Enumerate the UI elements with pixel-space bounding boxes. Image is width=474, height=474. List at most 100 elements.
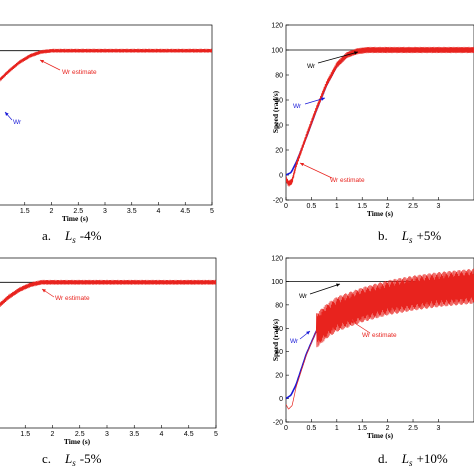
y-tick-label: 20 <box>275 148 283 155</box>
series-line-wr-estimate <box>286 268 474 410</box>
annotation-label: Wr <box>293 103 302 110</box>
y-axis-label: Speed (rad/s) <box>271 318 280 361</box>
x-tick-label: 2 <box>50 208 54 215</box>
y-tick-label: -20 <box>273 420 283 427</box>
annotation-arrow <box>317 51 359 64</box>
panel-caption: d. Ls +10% <box>378 451 448 468</box>
series-line-wr-estimate <box>0 48 212 82</box>
caption-value: +5% <box>417 228 442 243</box>
annotation-arrow <box>309 283 341 295</box>
caption-letter: b. <box>378 228 388 243</box>
x-tick-label: 2.5 <box>75 431 85 438</box>
caption-symbol: L <box>64 451 72 466</box>
annotation-label: Wr <box>307 63 316 70</box>
x-tick-label: 3.5 <box>127 208 137 215</box>
y-tick-label: 100 <box>271 48 283 55</box>
x-tick-label: 1.5 <box>357 203 367 210</box>
x-axis-label: Time (s) <box>64 437 91 446</box>
y-tick-label: 40 <box>275 123 283 130</box>
caption-letter: a. <box>42 228 51 243</box>
panel-caption: a. Ls -4% <box>42 228 102 245</box>
y-tick-label: 40 <box>275 349 283 356</box>
annotation-label: Wr <box>299 293 308 300</box>
x-tick-label: 1.5 <box>20 431 30 438</box>
plot-area <box>286 268 474 410</box>
x-tick-label: 4.5 <box>184 431 194 438</box>
x-tick-label: 2 <box>51 431 55 438</box>
x-tick-label: 0 <box>284 425 288 432</box>
x-tick-label: 5 <box>214 431 218 438</box>
annotation-arrowhead <box>350 320 354 324</box>
plot-area <box>0 279 216 308</box>
panel-caption: b. Ls +5% <box>378 228 441 245</box>
x-tick-label: 2 <box>386 203 390 210</box>
x-tick-label: 0.5 <box>307 203 317 210</box>
annotation-arrowhead <box>300 162 304 167</box>
x-tick-label: 0.5 <box>307 425 317 432</box>
annotation-arrowhead <box>5 112 9 116</box>
x-tick-label: 0 <box>284 203 288 210</box>
y-tick-label: 60 <box>275 326 283 333</box>
y-tick-label: -20 <box>273 198 283 205</box>
caption-letter: d. <box>378 451 388 466</box>
caption-subscript: s <box>409 235 413 245</box>
annotation-arrowhead <box>42 289 46 293</box>
x-axis-label: Time (s) <box>62 214 89 223</box>
y-tick-label: 120 <box>271 256 283 263</box>
annotation-arrowhead <box>40 60 44 64</box>
annotation-arrowhead <box>321 97 325 101</box>
annotation-arrow <box>349 319 371 334</box>
annotation-arrowhead <box>306 331 310 335</box>
y-tick-label: 60 <box>275 98 283 105</box>
panel-caption: c. Ls -5% <box>42 451 102 468</box>
annotation-arrowhead <box>354 51 358 55</box>
plot-frame <box>0 257 217 429</box>
annotation-label: Wr estimate <box>362 332 397 339</box>
x-tick-label: 3 <box>105 431 109 438</box>
caption-value: +10% <box>417 451 448 466</box>
caption-subscript: s <box>409 458 413 468</box>
annotation-arrowhead <box>336 283 340 287</box>
x-tick-label: 3 <box>436 203 440 210</box>
y-tick-label: 100 <box>271 279 283 286</box>
annotation-label: Wr <box>290 338 299 345</box>
x-axis-label: Time (s) <box>367 209 394 218</box>
series-line-wr-estimate <box>286 46 474 187</box>
x-tick-label: 2.5 <box>408 425 418 432</box>
y-tick-label: 20 <box>275 373 283 380</box>
caption-letter: c. <box>42 451 51 466</box>
y-tick-label: 80 <box>275 302 283 309</box>
annotation-label: Wr estimate <box>330 177 365 184</box>
annotation-label: Wr estimate <box>62 69 97 76</box>
plot-area <box>0 48 212 82</box>
annotation-arrow <box>299 162 333 179</box>
caption-symbol: L <box>401 228 409 243</box>
x-axis-label: Time (s) <box>367 431 394 440</box>
plot-area <box>286 46 474 187</box>
y-tick-label: 120 <box>271 23 283 30</box>
caption-symbol: L <box>401 451 409 466</box>
series-line-wr-estimate <box>0 279 216 308</box>
x-tick-label: 1.5 <box>20 208 30 215</box>
x-tick-label: 4 <box>160 431 164 438</box>
x-tick-label: 3.5 <box>129 431 139 438</box>
annotation-arrow <box>39 59 61 71</box>
x-tick-label: 4.5 <box>180 208 190 215</box>
x-tick-label: 2.5 <box>408 203 418 210</box>
y-axis-label: Speed (rad/s) <box>271 90 280 133</box>
caption-subscript: s <box>72 235 76 245</box>
y-tick-label: 0 <box>279 173 283 180</box>
caption-symbol: L <box>64 228 72 243</box>
caption-value: -5% <box>80 451 102 466</box>
x-tick-label: 1 <box>335 203 339 210</box>
x-tick-label: 1.5 <box>357 425 367 432</box>
caption-value: -4% <box>80 228 102 243</box>
x-tick-label: 2.5 <box>73 208 83 215</box>
x-tick-label: 3 <box>436 425 440 432</box>
y-tick-label: 80 <box>275 73 283 80</box>
